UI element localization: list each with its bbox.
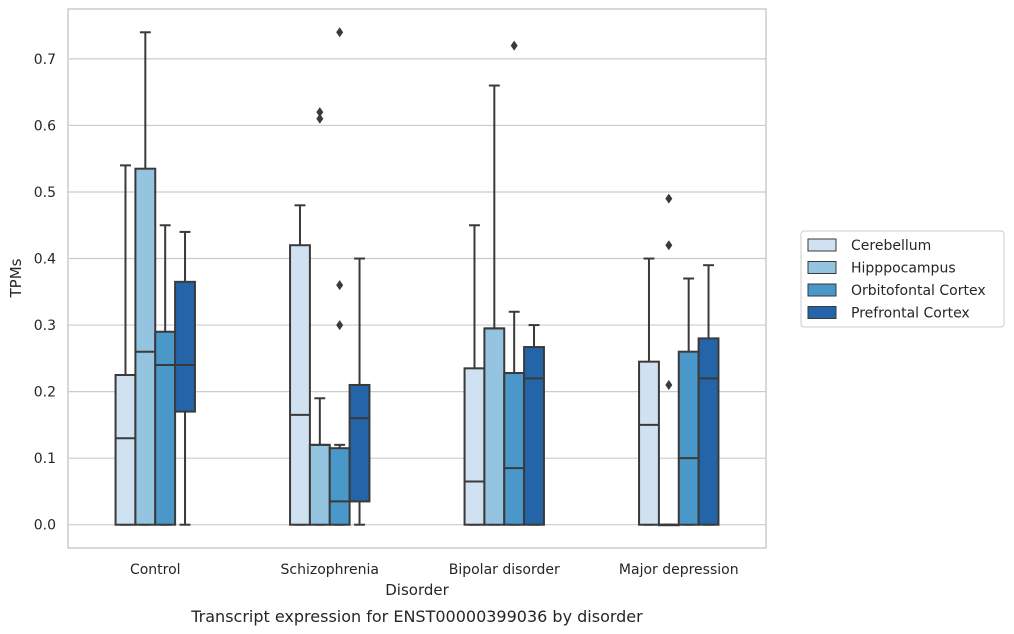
y-tick-label: 0.6	[34, 118, 56, 134]
box	[308, 443, 331, 526]
chart-caption: Transcript expression for ENST0000039903…	[190, 607, 643, 626]
y-tick-label: 0.1	[34, 451, 56, 467]
box-group	[328, 27, 351, 526]
outlier-point	[336, 320, 344, 331]
outlier-point	[336, 27, 344, 38]
box	[638, 360, 660, 526]
box-group	[523, 324, 545, 526]
outlier-point	[316, 107, 324, 118]
box-group	[677, 277, 700, 526]
outlier-point	[510, 40, 518, 51]
box	[677, 350, 700, 526]
outlier-point	[665, 240, 673, 251]
legend-swatch	[807, 306, 837, 319]
x-tick-label: Schizophrenia	[281, 562, 379, 578]
box	[483, 327, 506, 526]
box-group	[174, 230, 196, 526]
box-group	[657, 193, 680, 527]
box	[289, 244, 311, 526]
box-group	[154, 224, 177, 526]
legend-frame	[800, 230, 1005, 328]
legend-swatch	[807, 261, 837, 274]
x-tick-label: Control	[130, 562, 181, 578]
box-group	[483, 84, 506, 526]
x-axis: Control Schizophrenia Bipolar disorder Majo…	[130, 562, 739, 578]
box	[697, 337, 720, 526]
box	[154, 330, 177, 526]
y-axis: 0.0 0.1 0.2 0.3 0.4 0.5 0.6 0.7	[34, 52, 56, 534]
box	[523, 346, 545, 526]
x-axis-title: Disorder	[385, 581, 449, 599]
box-group	[134, 31, 157, 526]
legend-label: Orbitofontal Cortex	[851, 283, 986, 299]
box-group	[697, 264, 720, 526]
box	[114, 373, 137, 526]
outlier-point	[665, 379, 673, 390]
legend: Cerebellum Hipppocampus Orbitofontal Corte…	[800, 230, 1005, 328]
box-group	[308, 107, 331, 526]
box-group	[638, 257, 660, 526]
legend-swatch	[807, 238, 837, 252]
box-group	[289, 204, 311, 526]
box	[328, 447, 351, 526]
box-group	[114, 164, 137, 526]
box	[134, 167, 157, 526]
x-tick-label: Major depression	[619, 562, 739, 578]
plot-frame	[67, 8, 767, 549]
legend-label: Hipppocampus	[851, 261, 956, 277]
outlier-point	[336, 280, 344, 291]
y-tick-label: 0.3	[34, 318, 56, 334]
box	[503, 371, 526, 526]
box	[348, 383, 371, 503]
legend-label: Cerebellum	[851, 238, 931, 254]
legend-swatch	[807, 283, 837, 297]
box-group	[463, 224, 486, 526]
outlier-point	[665, 193, 673, 204]
outlier-point	[316, 113, 324, 124]
y-axis-title: TPMs	[7, 258, 25, 298]
box-group	[348, 257, 371, 526]
y-tick-label: 0.7	[34, 52, 56, 68]
box	[463, 367, 486, 526]
y-tick-label: 0.4	[34, 252, 56, 268]
boxes-layer	[114, 27, 720, 527]
box	[174, 280, 196, 413]
y-tick-label: 0.5	[34, 185, 56, 201]
box-group	[503, 40, 526, 526]
y-tick-label: 0.2	[34, 385, 56, 401]
x-tick-label: Bipolar disorder	[449, 562, 560, 578]
y-tick-label: 0.0	[34, 518, 56, 534]
legend-label: Prefrontal Cortex	[851, 306, 970, 322]
